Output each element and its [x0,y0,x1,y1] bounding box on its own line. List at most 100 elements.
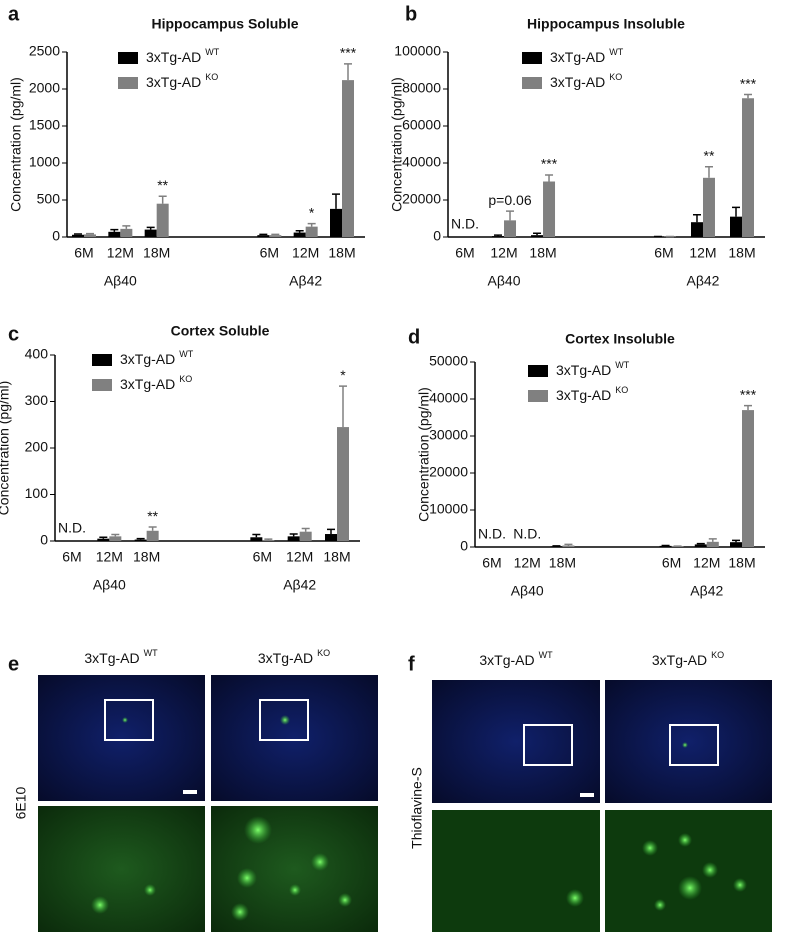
bar [109,536,122,541]
panel-letter: d [408,326,420,348]
annotation: ** [147,508,158,524]
group-label: Aβ40 [511,583,544,599]
x-tick-label: 6M [260,245,279,261]
legend-swatch [92,354,112,366]
bar [97,538,110,541]
annotation: * [340,367,346,383]
label-superscript: KO [317,648,330,658]
bar [742,98,754,237]
group-label: Aβ40 [104,273,137,289]
x-tick-label: 18M [133,549,160,565]
y-tick-label: 60000 [402,117,441,133]
x-tick-label: 6M [662,555,681,571]
error-bar [344,63,352,81]
error-bar [264,538,273,541]
group-label: Aβ40 [93,577,126,593]
y-axis-label: Concentration (pg/ml) [416,387,432,522]
panel-letter: a [8,3,20,25]
annotation: N.D. [58,520,86,536]
error-bar [696,542,705,545]
error-bar [545,174,554,182]
group-label: Aβ40 [488,273,521,289]
label-superscript: WT [179,349,193,359]
y-axis-label: Concentration (pg/ml) [8,77,24,212]
error-bar [136,537,145,540]
label-superscript: KO [179,374,192,384]
label: 3xTg-AD WT [146,47,220,64]
y-tick-label: 0 [460,538,468,554]
label-name: 3xTg-AD [84,650,139,666]
error-bar [744,93,752,99]
label: 3xTg-AD KO [652,650,724,667]
x-tick-label: 6M [253,549,272,565]
bar [120,228,133,237]
bar [543,181,556,237]
bar [325,534,337,541]
error-bar [295,229,304,233]
bar [156,203,169,237]
label-name: 3xTg-AD [550,49,605,65]
x-tick-label: 12M [490,245,517,261]
bar [134,539,147,541]
bar [659,545,672,547]
label: 3xTg-AD KO [550,72,622,89]
label: 3xTg-AD KO [146,72,218,89]
label: 3xTg-AD KO [120,374,192,391]
error-bar [339,385,347,428]
y-axis-label: Concentration (pg/ml) [389,77,405,212]
y-tick-label: 500 [37,191,61,207]
y-tick-label: 1500 [29,117,60,133]
bar [262,540,275,541]
x-tick-label: 18M [549,555,576,571]
annotation: ** [157,177,168,193]
label-superscript: KO [609,72,622,82]
annotation: ** [704,147,715,163]
bar [342,80,354,238]
y-tick-label: 40000 [402,154,441,170]
legend-swatch [118,77,138,89]
x-tick-label: 12M [292,245,319,261]
label-name: 3xTg-AD [652,652,707,668]
label: 3xTg-AD WT [84,648,158,665]
bar [144,229,157,237]
error-bar [86,232,94,235]
panel-letter: b [405,3,417,25]
label-superscript: WT [615,360,629,370]
error-bar [74,233,82,235]
error-bar [122,225,131,229]
y-tick-label: 400 [25,346,49,362]
group-label: Aβ42 [687,273,720,289]
error-bar [301,527,310,532]
micrograph-panel-f [432,680,772,932]
x-tick-label: 6M [654,245,673,261]
x-tick-label: 18M [728,555,755,571]
label-name: 3xTg-AD [556,387,611,403]
y-tick-label: 30000 [429,427,468,443]
x-tick-label: 12M [286,549,313,565]
label: 3xTg-AD WT [479,650,553,667]
y-tick-label: 20000 [429,464,468,480]
x-tick-label: 18M [323,549,350,565]
error-bar [289,533,298,537]
annotation: N.D. [478,526,506,542]
error-bar [110,228,119,232]
error-bar [708,538,717,542]
bar [531,235,544,237]
bar [730,216,742,237]
bar [730,542,742,547]
error-bar [307,222,316,227]
chart-title: Cortex Soluble [171,323,270,339]
legend-swatch [118,52,138,64]
annotation: *** [340,45,357,61]
error-bar [533,232,542,236]
error-bar [494,234,503,237]
panel-letter: e [8,653,19,675]
label-name: 3xTg-AD [258,650,313,666]
error-bar [732,539,740,543]
error-bar [146,226,155,230]
label: 3xTg-AD WT [120,349,194,366]
x-tick-label: 6M [482,555,501,571]
x-tick-label: 6M [455,245,474,261]
label-superscript: WT [144,648,158,658]
group-label: Aβ42 [690,583,723,599]
